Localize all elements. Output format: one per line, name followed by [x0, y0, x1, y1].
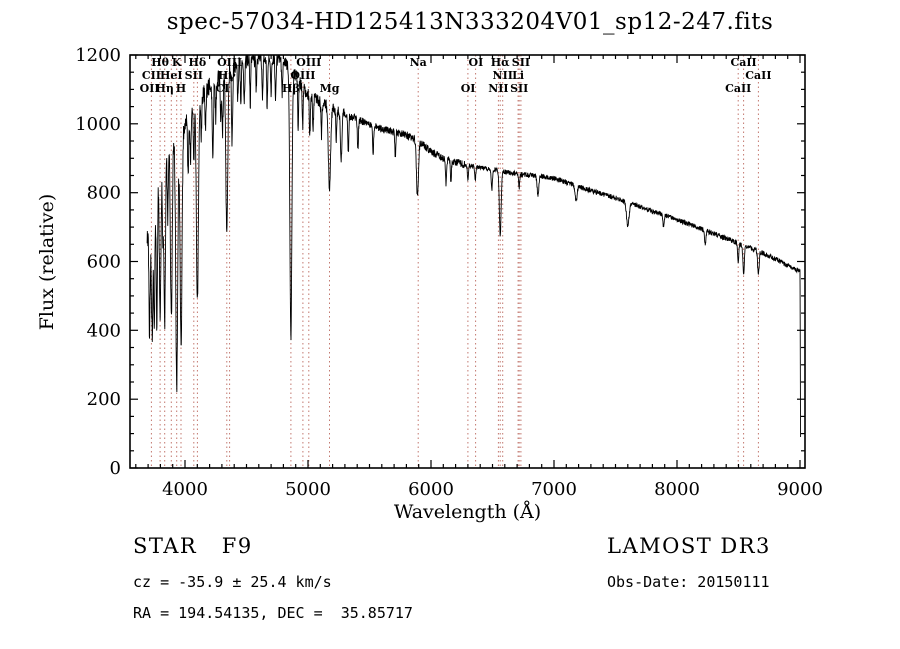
- y-tick-label: 1000: [75, 114, 121, 135]
- y-axis-label: Flux (relative): [36, 193, 58, 331]
- x-axis-label: Wavelength (Å): [393, 501, 542, 523]
- spectral-feature-label: CaII: [731, 56, 757, 69]
- spectral-feature-label: Na: [410, 56, 427, 69]
- spectral-feature-label: Hη: [156, 82, 174, 95]
- x-tick-label: 4000: [162, 479, 208, 500]
- spectral-feature-label: Hθ: [151, 56, 169, 69]
- spectral-feature-label: H: [176, 82, 186, 95]
- plot-title: spec-57034-HD125413N333204V01_sp12-247.f…: [166, 9, 774, 35]
- spectral-feature-label: OIII: [296, 56, 321, 69]
- spectral-feature-label: Hβ: [282, 82, 300, 95]
- spectral-feature-label: Hγ: [218, 69, 236, 82]
- y-tick-label: 400: [87, 320, 121, 341]
- spectral-feature-label: HeI: [160, 69, 183, 82]
- obs-date-label: Obs-Date: 20150111: [607, 573, 770, 591]
- y-tick-label: 800: [87, 183, 121, 204]
- spectral-feature-label: OII: [140, 82, 160, 95]
- spectral-feature-label: Hα: [491, 56, 510, 69]
- spectral-feature-label: CaII: [745, 69, 771, 82]
- spectral-feature-label: CII: [142, 69, 161, 82]
- spectral-feature-label: Li: [512, 69, 524, 82]
- x-tick-label: 7000: [531, 479, 577, 500]
- spectral-feature-label: NII: [488, 82, 508, 95]
- spectrum-line: [146, 54, 802, 438]
- spectral-feature-label: OIII: [290, 69, 315, 82]
- y-tick-label: 1200: [75, 45, 121, 66]
- cz-velocity-label: cz = -35.9 ± 25.4 km/s: [133, 573, 332, 591]
- x-tick-label: 9000: [777, 479, 823, 500]
- y-tick-label: 0: [110, 458, 121, 479]
- x-tick-label: 8000: [654, 479, 700, 500]
- spectral-feature-label: SII: [510, 82, 528, 95]
- spectral-feature-label: SII: [512, 56, 530, 69]
- ra-dec-label: RA = 194.54135, DEC = 35.85717: [133, 604, 413, 622]
- spectral-feature-label: CI: [216, 82, 230, 95]
- spectral-feature-label: NII: [493, 69, 513, 82]
- y-tick-label: 200: [87, 389, 121, 410]
- spectral-feature-label: OIII: [217, 56, 242, 69]
- spectral-feature-label: CaII: [725, 82, 751, 95]
- spectrum-plot: 4000 5000 6000 7000 8000 9000 0 200 400 600 800 100…: [75, 45, 823, 500]
- object-class-label: STAR F9: [133, 534, 253, 558]
- spectral-feature-label: K: [172, 56, 182, 69]
- spectral-feature-label: OI: [461, 82, 476, 95]
- spectral-feature-label: OI: [469, 56, 484, 69]
- x-tick-label: 6000: [408, 479, 454, 500]
- x-tick-label: 5000: [285, 479, 331, 500]
- spectral-feature-label: SII: [185, 69, 203, 82]
- spectral-feature-label: Mg: [320, 82, 340, 95]
- spectral-feature-label: Hδ: [189, 56, 207, 69]
- survey-release-label: LAMOST DR3: [607, 534, 771, 558]
- y-tick-label: 600: [87, 252, 121, 273]
